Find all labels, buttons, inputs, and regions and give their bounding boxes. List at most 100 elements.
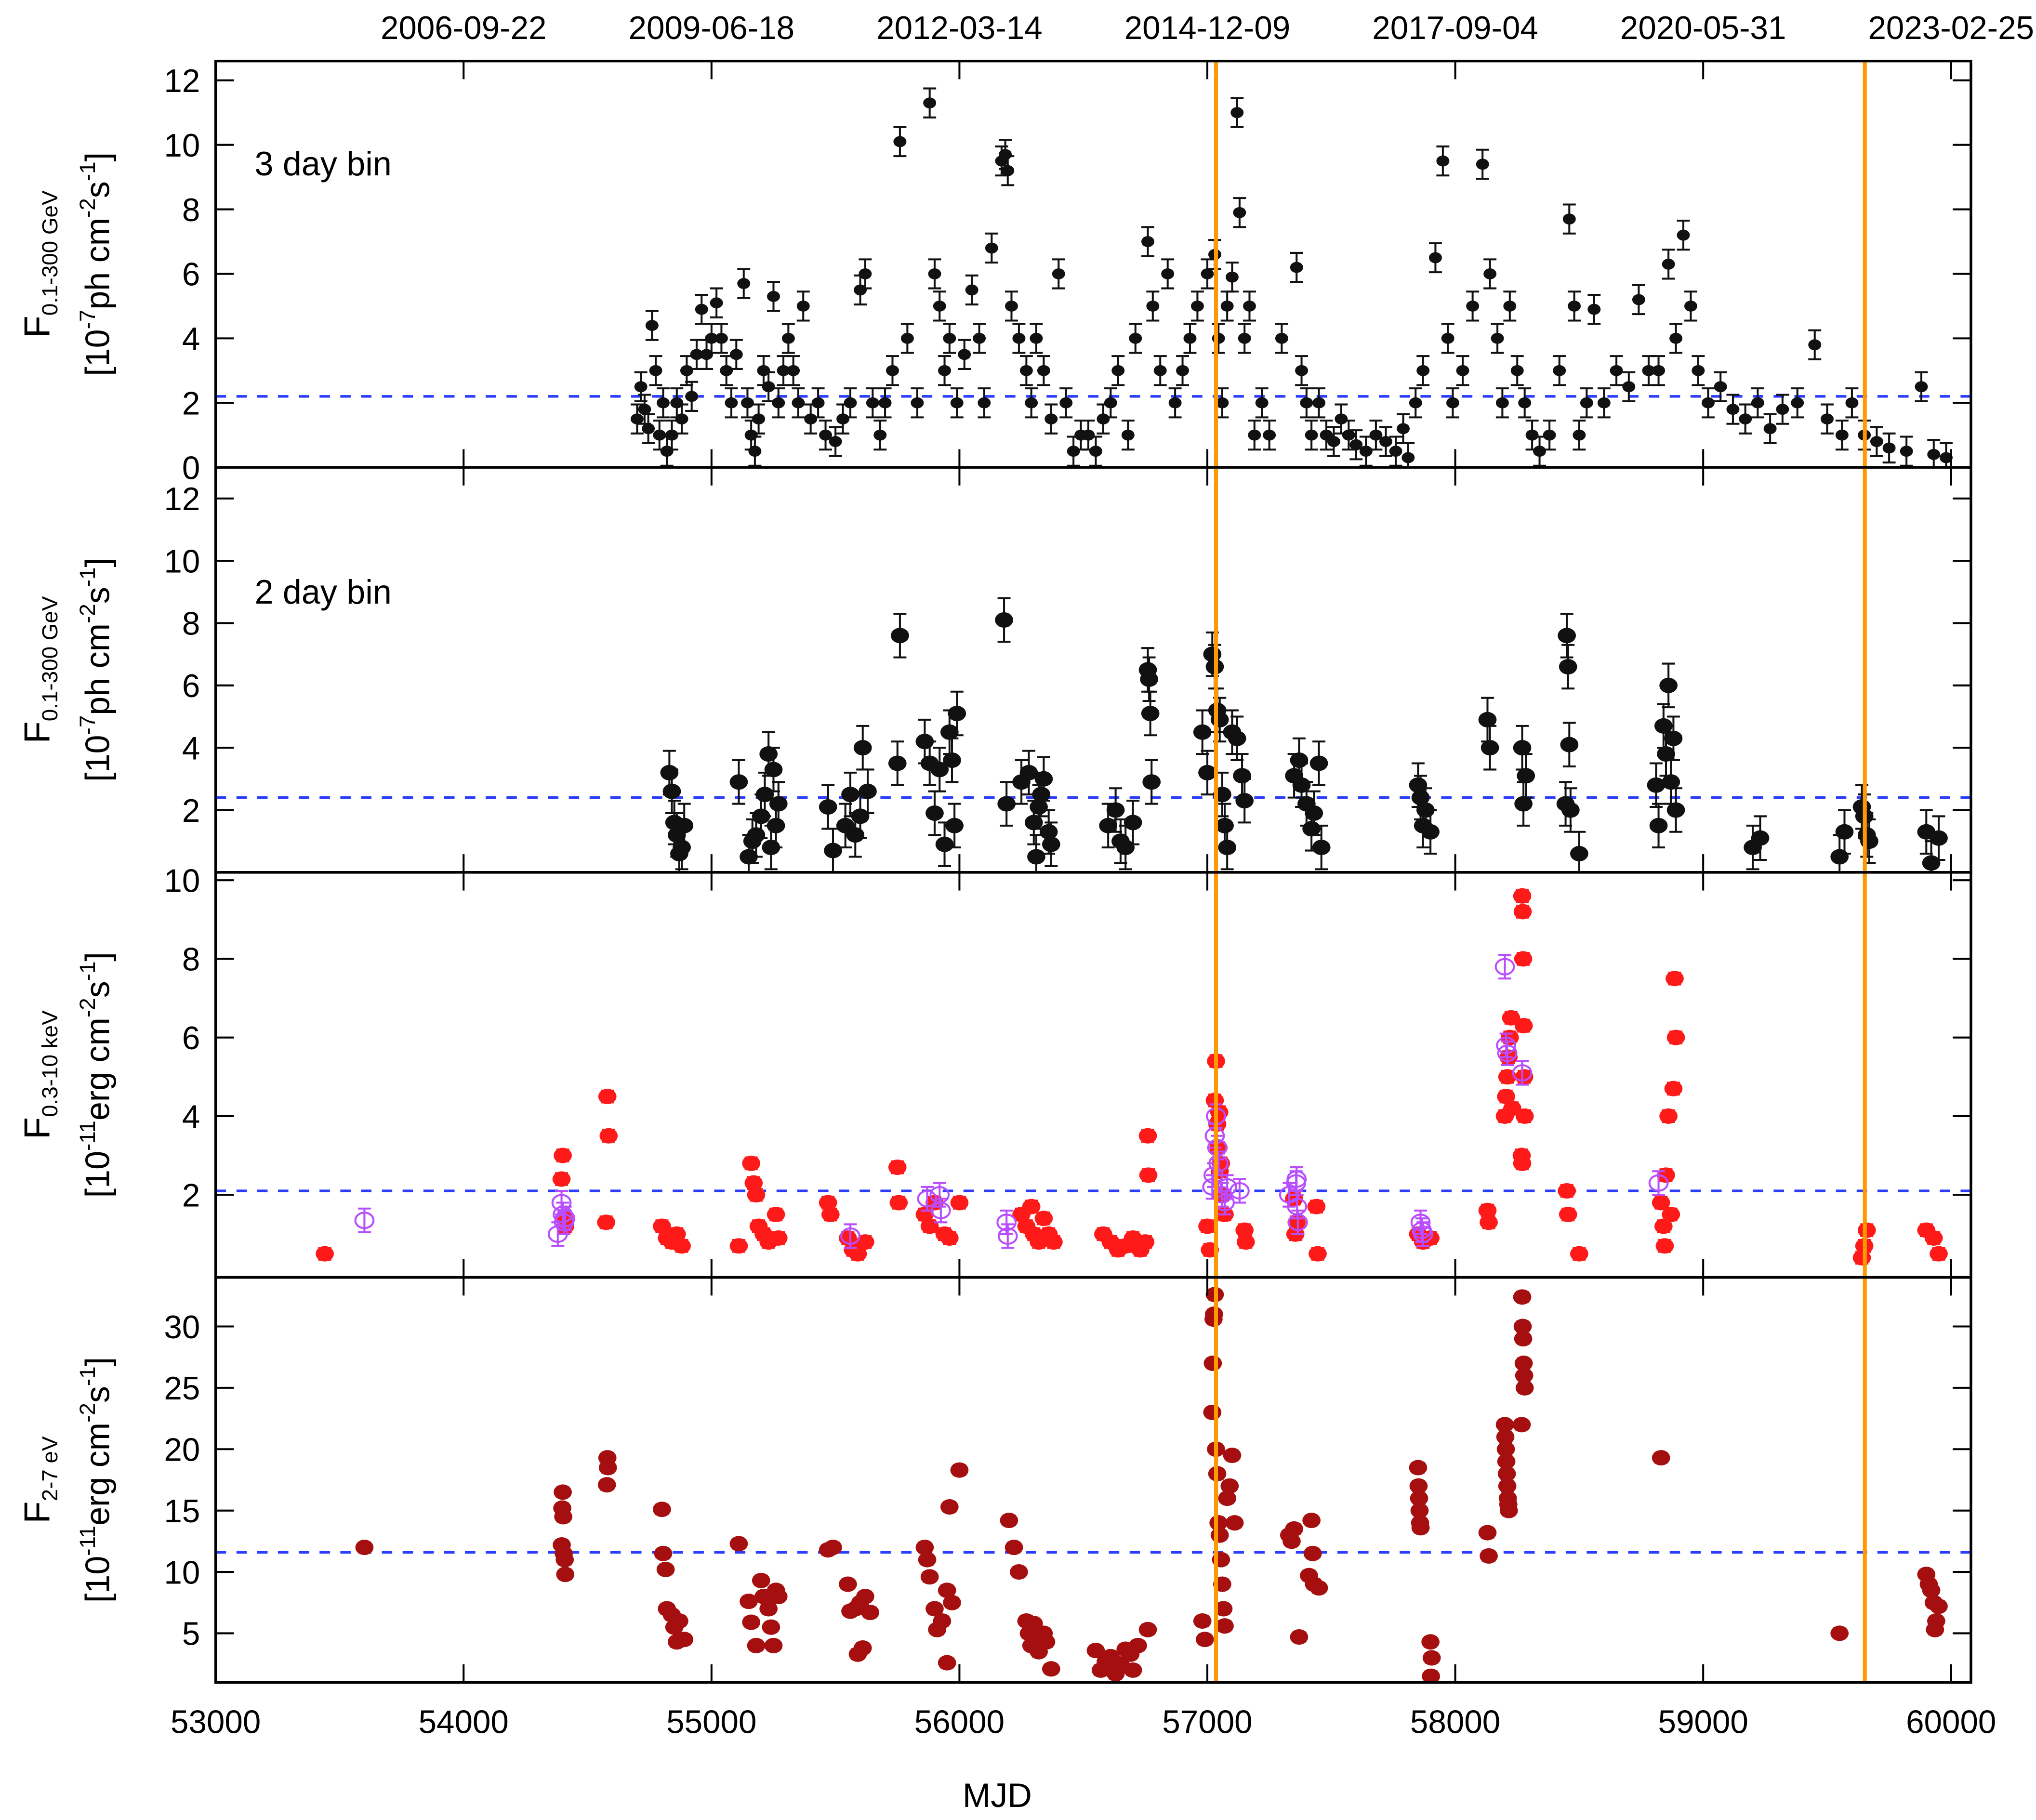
data-point (933, 1613, 952, 1629)
y-label-unit-part: ] (79, 558, 117, 567)
y-label-unit-part: ] (79, 152, 117, 161)
data-points (660, 597, 1948, 872)
data-point (729, 1536, 748, 1552)
data-point (1225, 1515, 1244, 1531)
data-point (1086, 1643, 1105, 1659)
data-point (973, 332, 986, 344)
data-point (1146, 300, 1160, 312)
y-tick-label: 20 (164, 1432, 200, 1468)
data-point (769, 796, 788, 812)
data-point (1409, 397, 1422, 409)
data-point (1924, 1230, 1943, 1246)
data-point (1030, 332, 1043, 344)
data-point (1193, 724, 1212, 740)
data-point (552, 1171, 571, 1187)
data-point (1926, 1622, 1944, 1637)
data-point (670, 397, 684, 409)
y-label-superscript: -2 (75, 198, 100, 218)
data-point (824, 843, 842, 858)
data-point (1560, 737, 1579, 752)
data-point (915, 1540, 934, 1556)
data-point (1335, 413, 1348, 425)
data-point (645, 320, 659, 331)
data-point (1659, 677, 1678, 693)
data-point (762, 1619, 780, 1635)
data-point (925, 805, 944, 821)
data-point (742, 1614, 761, 1630)
data-point (554, 1509, 572, 1525)
data-point (747, 827, 766, 843)
data-point (1483, 268, 1497, 279)
data-point (767, 290, 780, 302)
data-point-open (1648, 1174, 1669, 1192)
data-point (1129, 1637, 1147, 1653)
data-point (888, 1160, 907, 1175)
y-label-unit-part: [10 (79, 735, 117, 782)
data-point (757, 365, 770, 376)
data-point (642, 423, 655, 435)
data-point (598, 1460, 617, 1476)
data-point (1512, 1417, 1531, 1433)
data-point (653, 1218, 671, 1234)
data-point (819, 1195, 837, 1211)
data-point (1327, 436, 1340, 448)
data-point (1496, 1429, 1515, 1445)
data-point (1161, 268, 1175, 279)
data-point (685, 391, 699, 402)
data-point (873, 429, 887, 441)
data-point (1791, 397, 1804, 409)
data-point (1214, 1601, 1233, 1617)
data-point (1498, 1478, 1517, 1494)
data-point (769, 1230, 788, 1246)
data-point (1930, 830, 1948, 846)
data-point (1263, 429, 1276, 441)
data-point (1496, 1441, 1515, 1457)
y-tick-label: 12 (164, 63, 200, 99)
data-point (891, 628, 909, 644)
data-point (1233, 768, 1251, 784)
data-point (938, 1655, 956, 1671)
top-date-label: 2023-02-25 (1868, 10, 2034, 46)
data-point (1830, 849, 1849, 865)
x-tick-label: 56000 (914, 1704, 1005, 1740)
data-point (675, 1632, 694, 1648)
x-tick-label: 57000 (1162, 1704, 1252, 1740)
data-point (675, 818, 694, 833)
data-point (1141, 236, 1154, 247)
data-point-open (1230, 1182, 1250, 1200)
data-point (1001, 165, 1015, 176)
data-point (1573, 429, 1586, 441)
y-tick-label: 6 (182, 668, 200, 704)
data-point (1649, 818, 1668, 833)
y-label-symbol: F (17, 721, 57, 743)
data-point (1138, 1622, 1157, 1637)
data-point (1142, 774, 1161, 790)
data-point (634, 381, 648, 393)
data-point (1136, 1234, 1155, 1250)
data-point (1027, 849, 1045, 865)
data-point (792, 397, 805, 409)
data-point (1870, 436, 1883, 448)
data-point (729, 1238, 748, 1254)
data-point (1238, 332, 1251, 344)
data-point (729, 774, 748, 790)
data-point (1632, 294, 1645, 305)
x-tick-label: 58000 (1410, 1704, 1500, 1740)
data-point (1915, 381, 1928, 393)
data-point (1401, 452, 1415, 463)
data-point (1664, 1081, 1683, 1096)
data-point (1410, 1503, 1429, 1518)
data-point (1436, 155, 1450, 167)
data-point (943, 752, 961, 768)
data-point (1032, 787, 1051, 803)
data-point (945, 818, 964, 833)
data-point (1525, 429, 1539, 441)
data-point (752, 1572, 770, 1588)
data-point (1553, 365, 1566, 376)
y-label-superscript: -1 (75, 161, 100, 181)
data-point-open (1494, 958, 1515, 976)
data-point (950, 397, 964, 409)
data-point (1652, 365, 1666, 376)
data-point (554, 1484, 572, 1500)
